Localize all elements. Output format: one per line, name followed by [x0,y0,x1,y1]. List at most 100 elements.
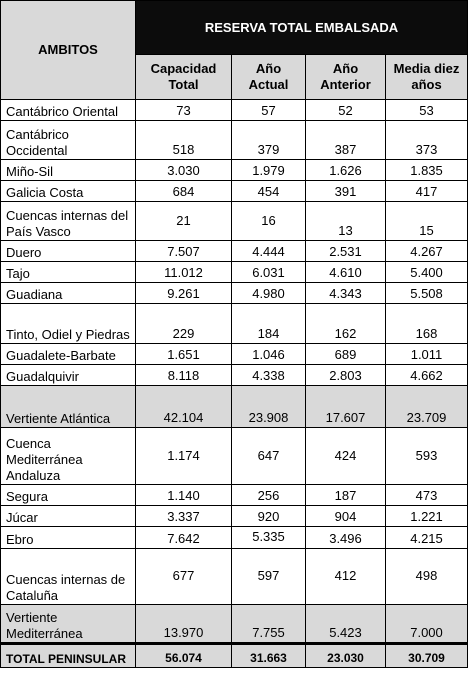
row-name: Cuenca Mediterránea Andaluza [0,427,136,485]
row-name: Cuencas internas de Cataluña [0,548,136,605]
cell-ten-year-average: 1.221 [384,505,469,527]
cell-previous-year: 4.343 [305,282,386,304]
row-name: Tajo [0,261,136,283]
cell-ten-year-average: 23.709 [384,385,469,428]
column-header-previous-year: Año Anterior [305,54,386,100]
table-row: Duero 7.507 4.444 2.531 4.267 [0,240,469,262]
cell-previous-year: 17.607 [305,385,386,428]
cell-capacity: 677 [135,548,232,605]
row-name: Cantábrico Occidental [0,120,136,160]
subtotal-row-mediterranean: Vertiente Mediterránea 13.970 7.755 5.42… [0,604,469,644]
cell-capacity: 684 [135,180,232,202]
cell-ten-year-average: 473 [384,484,469,506]
cell-capacity: 1.174 [135,427,232,485]
cell-ten-year-average: 15 [384,201,469,241]
table-row: Cuencas internas del País Vasco 21 16 13… [0,201,469,241]
cell-ten-year-average: 417 [384,180,469,202]
cell-previous-year: 387 [305,120,386,160]
table-row: Guadalete-Barbate 1.651 1.046 689 1.011 [0,343,469,365]
cell-ten-year-average: 498 [384,548,469,605]
cell-current-year: 23.908 [231,385,306,428]
cell-capacity: 9.261 [135,282,232,304]
cell-current-year: 256 [231,484,306,506]
cell-capacity: 3.030 [135,159,232,181]
cell-capacity: 42.104 [135,385,232,428]
cell-ten-year-average: 53 [384,99,469,121]
cell-current-year: 7.755 [231,604,306,644]
cell-current-year: 1.046 [231,343,306,365]
table-row: Miño-Sil 3.030 1.979 1.626 1.835 [0,159,469,181]
cell-current-year: 16 [231,201,306,241]
cell-capacity: 229 [135,303,232,344]
cell-previous-year: 187 [305,484,386,506]
cell-current-year: 4.980 [231,282,306,304]
row-name: Cantábrico Oriental [0,99,136,121]
cell-capacity: 73 [135,99,232,121]
header-row-columns: Capacidad Total Año Actual Año Anterior … [1,54,469,100]
cell-current-year: 920 [231,505,306,527]
table-row: Galicia Costa 684 454 391 417 [0,180,469,202]
table-row: Cuenca Mediterránea Andaluza 1.174 647 4… [0,427,469,485]
cell-ten-year-average: 4.662 [384,364,469,386]
table-row: Júcar 3.337 920 904 1.221 [0,505,469,527]
cell-ten-year-average: 593 [384,427,469,485]
cell-ten-year-average: 1.835 [384,159,469,181]
table-row: Ebro 7.642 5.335 3.496 4.215 [0,526,469,549]
cell-previous-year: 689 [305,343,386,365]
cell-previous-year: 1.626 [305,159,386,181]
table-row: Cantábrico Oriental 73 57 52 53 [0,99,469,121]
cell-current-year: 379 [231,120,306,160]
cell-previous-year: 5.423 [305,604,386,644]
cell-previous-year: 2.803 [305,364,386,386]
cell-capacity: 1.140 [135,484,232,506]
row-name: Galicia Costa [0,180,136,202]
column-header-ten-year-average: Media diez años [384,54,469,100]
cell-previous-year: 4.610 [305,261,386,283]
cell-current-year: 6.031 [231,261,306,283]
column-header-capacity: Capacidad Total [135,54,232,100]
cell-capacity: 7.507 [135,240,232,262]
cell-ten-year-average: 4.215 [384,526,469,549]
cell-capacity: 21 [135,201,232,241]
cell-capacity: 518 [135,120,232,160]
cell-previous-year: 162 [305,303,386,344]
row-name: Segura [0,484,136,506]
row-name: Duero [0,240,136,262]
cell-ten-year-average: 7.000 [384,604,469,644]
cell-previous-year: 13 [305,201,386,241]
cell-ten-year-average: 1.011 [384,343,469,365]
cell-current-year: 31.663 [231,642,306,668]
ambitos-header: AMBITOS [0,0,136,100]
table-row: Cuencas internas de Cataluña 677 597 412… [0,548,469,605]
cell-ten-year-average: 30.709 [384,642,469,668]
cell-capacity: 7.642 [135,526,232,549]
cell-current-year: 4.444 [231,240,306,262]
table-row: Guadalquivir 8.118 4.338 2.803 4.662 [0,364,469,386]
row-name: Cuencas internas del País Vasco [0,201,136,241]
group-title: RESERVA TOTAL EMBALSADA [134,0,469,55]
total-row: TOTAL PENINSULAR 56.074 31.663 23.030 30… [0,642,469,668]
row-name: TOTAL PENINSULAR [0,642,136,668]
column-header-current-year: Año Actual [231,54,306,100]
cell-current-year: 4.338 [231,364,306,386]
cell-previous-year: 52 [305,99,386,121]
cell-capacity: 1.651 [135,343,232,365]
cell-ten-year-average: 373 [384,120,469,160]
table-row: Guadiana 9.261 4.980 4.343 5.508 [0,282,469,304]
cell-ten-year-average: 5.508 [384,282,469,304]
cell-capacity: 8.118 [135,364,232,386]
subtotal-row-atlantic: Vertiente Atlántica 42.104 23.908 17.607… [0,385,469,428]
row-name: Ebro [0,526,136,549]
row-name: Guadiana [0,282,136,304]
table-row: Tinto, Odiel y Piedras 229 184 162 168 [0,303,469,344]
cell-ten-year-average: 168 [384,303,469,344]
cell-current-year: 1.979 [231,159,306,181]
row-name: Júcar [0,505,136,527]
cell-previous-year: 23.030 [305,642,386,668]
row-name: Guadalquivir [0,364,136,386]
cell-previous-year: 424 [305,427,386,485]
cell-ten-year-average: 5.400 [384,261,469,283]
cell-current-year: 184 [231,303,306,344]
cell-capacity: 11.012 [135,261,232,283]
cell-capacity: 13.970 [135,604,232,644]
